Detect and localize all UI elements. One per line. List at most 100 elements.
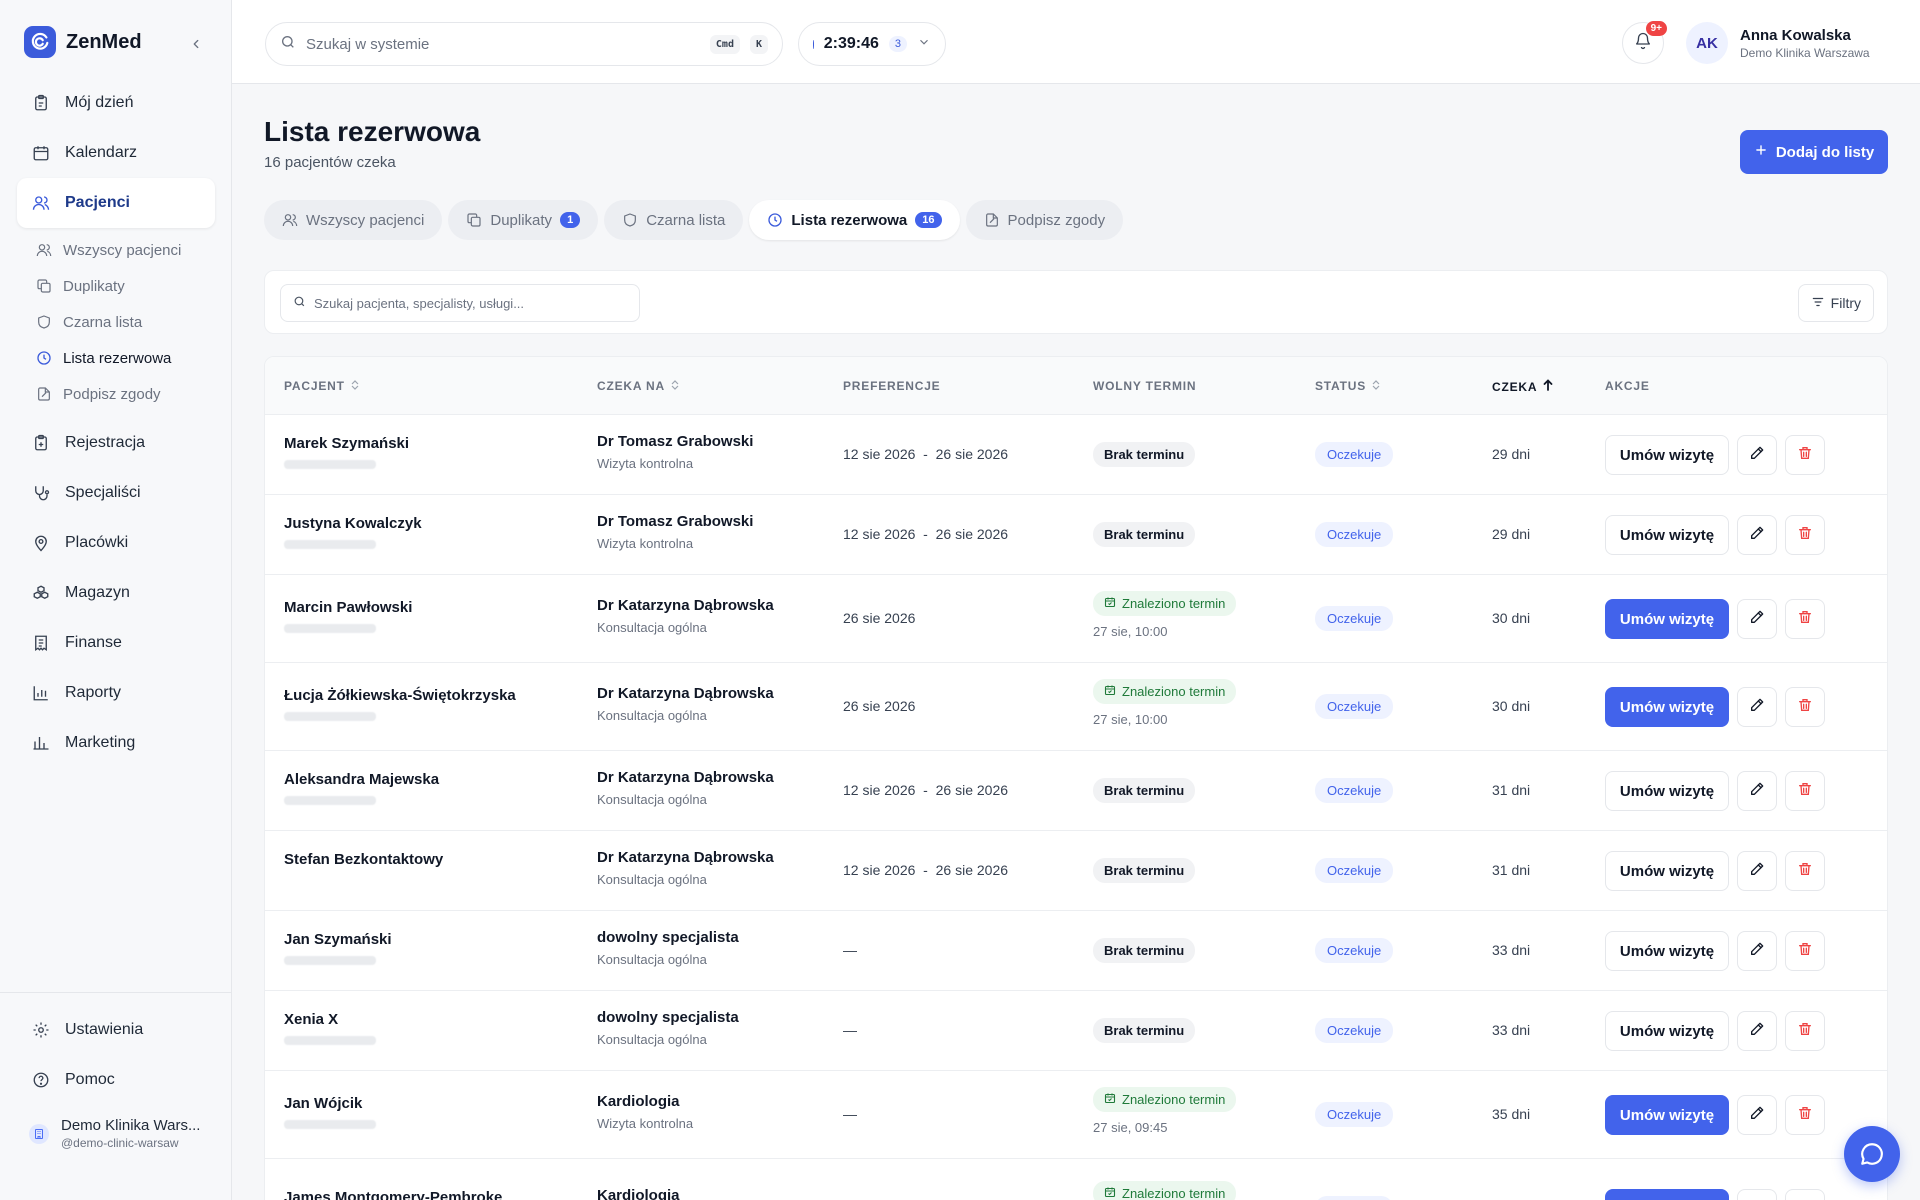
patient-phone-redacted — [284, 540, 376, 549]
schedule-visit-button[interactable]: Umów wizytę — [1605, 1189, 1729, 1200]
schedule-visit-button[interactable]: Umów wizytę — [1605, 851, 1729, 891]
sidebar-item-label: Specjaliści — [65, 484, 141, 501]
delete-button[interactable] — [1785, 931, 1825, 971]
delete-button[interactable] — [1785, 599, 1825, 639]
patient-name[interactable]: Jan Wójcik — [284, 1095, 363, 1112]
chat-button[interactable] — [1844, 1126, 1900, 1182]
patient-name[interactable]: Justyna Kowalczyk — [284, 515, 422, 532]
subnav-item-duplikaty[interactable]: Duplikaty — [17, 268, 215, 304]
sidebar-item-pacjenci[interactable]: Pacjenci — [17, 178, 215, 228]
edit-button[interactable] — [1737, 1095, 1777, 1135]
waiting-days: 33 dni — [1492, 1022, 1531, 1038]
waits-for-cell: Dr Katarzyna Dąbrowska Konsultacja ogólna — [597, 685, 774, 723]
trash-icon — [1797, 1105, 1813, 1126]
table-row: Jan Wójcik Kardiologia Wizyta kontrolna — Zn… — [265, 1071, 1887, 1159]
column-header-waiting[interactable]: CZEKA — [1492, 379, 1553, 394]
brand[interactable]: ZenMed — [24, 26, 142, 58]
sidebar-item-marketing[interactable]: Marketing — [17, 718, 215, 768]
no-slot-badge: Brak terminu — [1093, 442, 1196, 467]
delete-button[interactable] — [1785, 1189, 1825, 1200]
schedule-visit-button[interactable]: Umów wizytę — [1605, 687, 1729, 727]
schedule-visit-button[interactable]: Umów wizytę — [1605, 435, 1729, 475]
preferences-cell: 12 sie 2026 - 26 sie 2026 — [843, 782, 1008, 798]
tab-czarna-lista[interactable]: Czarna lista — [604, 200, 744, 240]
edit-button[interactable] — [1737, 687, 1777, 727]
global-search[interactable]: Szukaj w systemie Cmd K — [265, 22, 783, 66]
edit-button[interactable] — [1737, 931, 1777, 971]
column-header-waits-for[interactable]: CZEKA NA — [597, 379, 679, 393]
notifications-button[interactable]: 9+ — [1622, 21, 1667, 64]
patient-name[interactable]: Xenia X — [284, 1011, 339, 1028]
delete-button[interactable] — [1785, 771, 1825, 811]
subnav-item-wszyscy-pacjenci[interactable]: Wszyscy pacjenci — [17, 232, 215, 268]
table-row: Justyna Kowalczyk Dr Tomasz Grabowski Wizy… — [265, 495, 1887, 575]
patient-name[interactable]: Marek Szymański — [284, 435, 410, 452]
tab-wszyscy-pacjenci[interactable]: Wszyscy pacjenci — [264, 200, 443, 240]
clinic-switcher[interactable]: Demo Klinika Wars... @demo-clinic-warsaw — [17, 1105, 214, 1150]
patient-search-input[interactable]: Szukaj pacjenta, specjalisty, usługi... — [280, 284, 640, 322]
tab-lista-rezerwowa[interactable]: Lista rezerwowa 16 — [749, 200, 960, 240]
edit-button[interactable] — [1737, 599, 1777, 639]
global-search-placeholder: Szukaj w systemie — [306, 35, 430, 53]
delete-button[interactable] — [1785, 1095, 1825, 1135]
column-header-patient[interactable]: PACJENT — [284, 379, 359, 393]
sidebar-item-raporty[interactable]: Raporty — [17, 668, 215, 718]
sidebar-item-finanse[interactable]: Finanse — [17, 618, 215, 668]
waits-for-cell: Kardiologia — [597, 1187, 680, 1200]
sidebar-item-moj-dzien[interactable]: Mój dzień — [17, 78, 215, 128]
schedule-visit-button[interactable]: Umów wizytę — [1605, 599, 1729, 639]
pencil-icon — [1749, 697, 1765, 718]
schedule-visit-button[interactable]: Umów wizytę — [1605, 1095, 1729, 1135]
delete-button[interactable] — [1785, 435, 1825, 475]
user-menu[interactable]: AK Anna Kowalska Demo Klinika Warszawa — [1686, 22, 1870, 64]
topbar: Szukaj w systemie Cmd K 2:39:46 3 9+ AK … — [232, 0, 1920, 84]
clinic-handle: @demo-clinic-warsaw — [61, 1136, 179, 1150]
edit-button[interactable] — [1737, 851, 1777, 891]
tab-duplikaty[interactable]: Duplikaty 1 — [448, 200, 599, 240]
add-to-list-button[interactable]: Dodaj do listy — [1740, 130, 1888, 174]
patient-name[interactable]: Aleksandra Majewska — [284, 771, 440, 788]
edit-button[interactable] — [1737, 435, 1777, 475]
column-header-status[interactable]: STATUS — [1315, 379, 1380, 393]
edit-button[interactable] — [1737, 515, 1777, 555]
sidebar-item-pomoc[interactable]: Pomoc — [17, 1055, 214, 1105]
patient-name[interactable]: Łucja Żółkiewska-Świętokrzyska — [284, 687, 516, 704]
edit-button[interactable] — [1737, 1011, 1777, 1051]
sidebar-item-rejestracja[interactable]: Rejestracja — [17, 418, 215, 468]
sidebar-item-ustawienia[interactable]: Ustawienia — [17, 1005, 214, 1055]
users-icon — [282, 212, 298, 228]
sidebar-item-specjalisci[interactable]: Specjaliści — [17, 468, 215, 518]
patient-name[interactable]: James Montgomery-Pembroke — [284, 1189, 503, 1200]
sidebar-item-kalendarz[interactable]: Kalendarz — [17, 128, 215, 178]
patient-name[interactable]: Stefan Bezkontaktowy — [284, 851, 444, 868]
patient-phone-redacted — [284, 956, 376, 965]
tab-podpisz-zgody[interactable]: Podpisz zgody — [965, 200, 1124, 240]
delete-button[interactable] — [1785, 515, 1825, 555]
patient-name[interactable]: Marcin Pawłowski — [284, 599, 413, 616]
patient-name[interactable]: Jan Szymański — [284, 931, 392, 948]
pencil-icon — [1749, 1105, 1765, 1126]
edit-button[interactable] — [1737, 771, 1777, 811]
sidebar-item-label: Pomoc — [65, 1071, 115, 1088]
schedule-visit-button[interactable]: Umów wizytę — [1605, 515, 1729, 555]
waiting-days: 29 dni — [1492, 446, 1531, 462]
subnav-item-lista-rezerwowa[interactable]: Lista rezerwowa — [17, 340, 215, 376]
delete-button[interactable] — [1785, 851, 1825, 891]
schedule-visit-cell: Umów wizytę — [1605, 435, 1729, 475]
subnav-item-podpisz-zgody[interactable]: Podpisz zgody — [17, 376, 215, 412]
edit-button[interactable] — [1737, 1189, 1777, 1200]
preferences-cell: — — [843, 1106, 857, 1122]
collapse-sidebar-button[interactable] — [184, 32, 208, 56]
schedule-visit-button[interactable]: Umów wizytę — [1605, 1011, 1729, 1051]
delete-button[interactable] — [1785, 1011, 1825, 1051]
schedule-visit-button[interactable]: Umów wizytę — [1605, 931, 1729, 971]
free-slot-cell: Znaleziono termin 27 sie, 10:00 — [1093, 679, 1237, 727]
subnav-item-czarna-lista[interactable]: Czarna lista — [17, 304, 215, 340]
schedule-visit-button[interactable]: Umów wizytę — [1605, 771, 1729, 811]
bar-chart-icon — [31, 683, 51, 703]
sidebar-item-magazyn[interactable]: Magazyn — [17, 568, 215, 618]
filters-button[interactable]: Filtry — [1797, 284, 1874, 322]
session-timer[interactable]: 2:39:46 3 — [798, 22, 946, 66]
delete-button[interactable] — [1785, 687, 1825, 727]
sidebar-item-placowki[interactable]: Placówki — [17, 518, 215, 568]
